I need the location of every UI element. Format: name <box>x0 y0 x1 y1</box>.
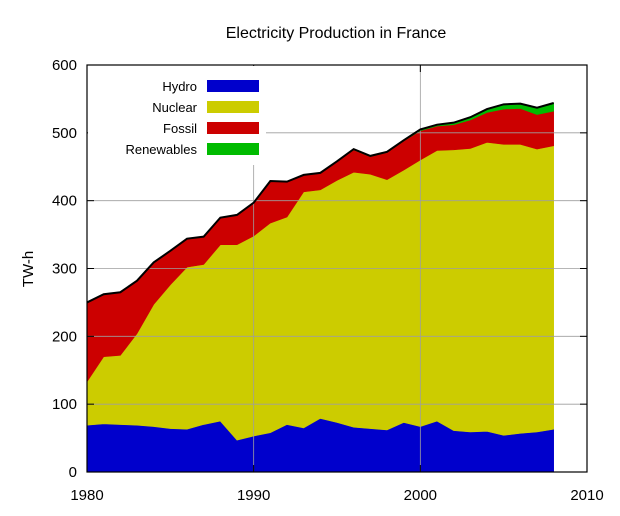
y-tick-label: 400 <box>52 193 77 210</box>
y-tick-label: 600 <box>52 57 77 74</box>
legend-label-nuclear: Nuclear <box>152 100 197 115</box>
y-tick-label: 300 <box>52 261 77 278</box>
y-axis-label: TW-h <box>20 251 37 287</box>
plot-frame <box>86 64 588 473</box>
stacked-areas <box>86 102 554 473</box>
legend-swatch-renewables <box>207 143 259 155</box>
y-tick-label: 500 <box>52 125 77 142</box>
chart-title: Electricity Production in France <box>226 25 447 42</box>
y-tick-label: 200 <box>52 328 77 345</box>
y-tick-label: 100 <box>52 396 77 413</box>
legend-label-renewables: Renewables <box>125 142 197 157</box>
total-line <box>86 102 554 304</box>
legend-swatch-fossil <box>207 122 259 134</box>
legend: Hydro Nuclear Fossil Renewables <box>88 66 266 165</box>
legend-label-hydro: Hydro <box>162 79 197 94</box>
y-tick-label: 0 <box>69 464 77 481</box>
legend-label-fossil: Fossil <box>163 121 197 136</box>
x-tick-label: 1990 <box>237 487 270 504</box>
total-outline <box>86 102 554 304</box>
axis-ticks: 0 100 200 300 400 500 600 1980 1990 2000 2010 <box>52 57 604 504</box>
x-tick-label: 2000 <box>404 487 437 504</box>
x-tick-label: 1980 <box>70 487 103 504</box>
x-tick-label: 2010 <box>570 487 603 504</box>
legend-swatch-hydro <box>207 80 259 92</box>
legend-swatch-nuclear <box>207 101 259 113</box>
